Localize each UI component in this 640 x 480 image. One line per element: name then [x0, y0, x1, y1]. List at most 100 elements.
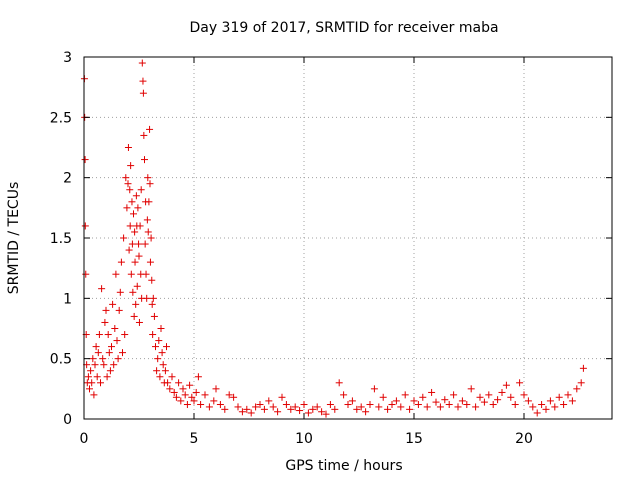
data-point: [95, 331, 103, 339]
data-point: [485, 391, 493, 399]
data-point: [238, 408, 246, 416]
x-axis-label: GPS time / hours: [285, 458, 402, 474]
data-point: [216, 401, 224, 409]
data-point: [542, 405, 550, 413]
x-tick-label: 5: [190, 431, 199, 447]
y-tick-label: 1.5: [50, 231, 72, 247]
data-point: [188, 393, 196, 401]
data-point: [117, 258, 125, 266]
data-point: [149, 294, 157, 302]
data-point: [463, 401, 471, 409]
data-point: [175, 379, 183, 387]
data-point: [212, 385, 220, 393]
data-point: [170, 388, 178, 396]
data-point: [252, 403, 260, 411]
data-point: [313, 403, 321, 411]
data-point: [116, 288, 124, 296]
y-tick-label: 3: [63, 50, 72, 66]
data-point: [269, 403, 277, 411]
data-point: [131, 258, 139, 266]
data-point: [397, 403, 405, 411]
data-point: [568, 397, 576, 405]
data-point: [139, 89, 147, 97]
data-point: [88, 379, 96, 387]
data-point: [155, 337, 163, 345]
data-point: [115, 306, 123, 314]
data-point: [124, 180, 132, 188]
data-point: [560, 401, 568, 409]
data-point: [123, 204, 131, 212]
data-point: [142, 270, 150, 278]
data-point: [150, 312, 158, 320]
x-tick-label: 10: [295, 431, 313, 447]
data-point: [166, 385, 174, 393]
data-point: [256, 401, 264, 409]
y-tick-label: 2.5: [50, 110, 72, 126]
data-point: [127, 162, 135, 170]
y-tick-label: 2: [63, 171, 72, 187]
data-point: [282, 401, 290, 409]
data-point: [97, 379, 104, 387]
data-point: [177, 397, 185, 405]
data-point: [340, 391, 348, 399]
y-tick-label: 1: [63, 291, 72, 307]
data-point: [112, 270, 120, 278]
data-point: [158, 349, 166, 357]
data-point: [99, 355, 107, 363]
x-tick-label: 0: [80, 431, 89, 447]
data-point: [163, 343, 170, 351]
data-point: [109, 300, 117, 308]
data-point: [164, 379, 172, 387]
data-point: [132, 192, 140, 200]
data-point: [357, 403, 365, 411]
data-point: [130, 312, 138, 320]
data-point: [260, 405, 268, 413]
data-point: [90, 391, 98, 399]
data-point: [205, 403, 213, 411]
data-point: [309, 405, 317, 413]
data-point: [533, 409, 541, 417]
data-point: [172, 393, 180, 401]
data-point: [564, 391, 572, 399]
y-tick-label: 0: [63, 412, 72, 428]
data-point: [441, 396, 449, 404]
data-point: [119, 349, 126, 357]
data-point: [81, 222, 89, 230]
data-point: [546, 397, 554, 405]
data-point: [384, 405, 392, 413]
data-point: [186, 381, 194, 389]
data-point: [410, 397, 418, 405]
data-point: [127, 270, 135, 278]
data-point: [130, 210, 137, 218]
data-point: [190, 397, 198, 405]
data-point: [125, 246, 133, 254]
data-point: [153, 367, 161, 375]
data-point: [129, 288, 137, 296]
data-point: [511, 401, 519, 409]
data-point: [122, 174, 130, 182]
data-point: [161, 367, 169, 375]
data-point: [502, 381, 510, 389]
y-axis-label: SRMTID / TECUs: [6, 182, 22, 295]
data-point: [140, 131, 148, 139]
data-point: [136, 222, 144, 230]
data-point: [135, 252, 143, 260]
data-point: [152, 343, 159, 351]
data-point: [348, 397, 356, 405]
data-point: [516, 379, 524, 387]
data-point: [579, 364, 587, 372]
data-point: [247, 409, 255, 417]
data-point: [146, 180, 154, 188]
data-point: [230, 393, 238, 401]
data-point: [445, 401, 453, 409]
data-point: [144, 174, 152, 182]
data-point: [197, 401, 205, 409]
data-point: [432, 398, 440, 406]
data-point: [124, 144, 132, 151]
data-point: [135, 318, 143, 326]
data-point: [304, 409, 312, 417]
data-point: [322, 410, 330, 418]
data-point: [135, 240, 143, 248]
data-point: [146, 125, 154, 133]
